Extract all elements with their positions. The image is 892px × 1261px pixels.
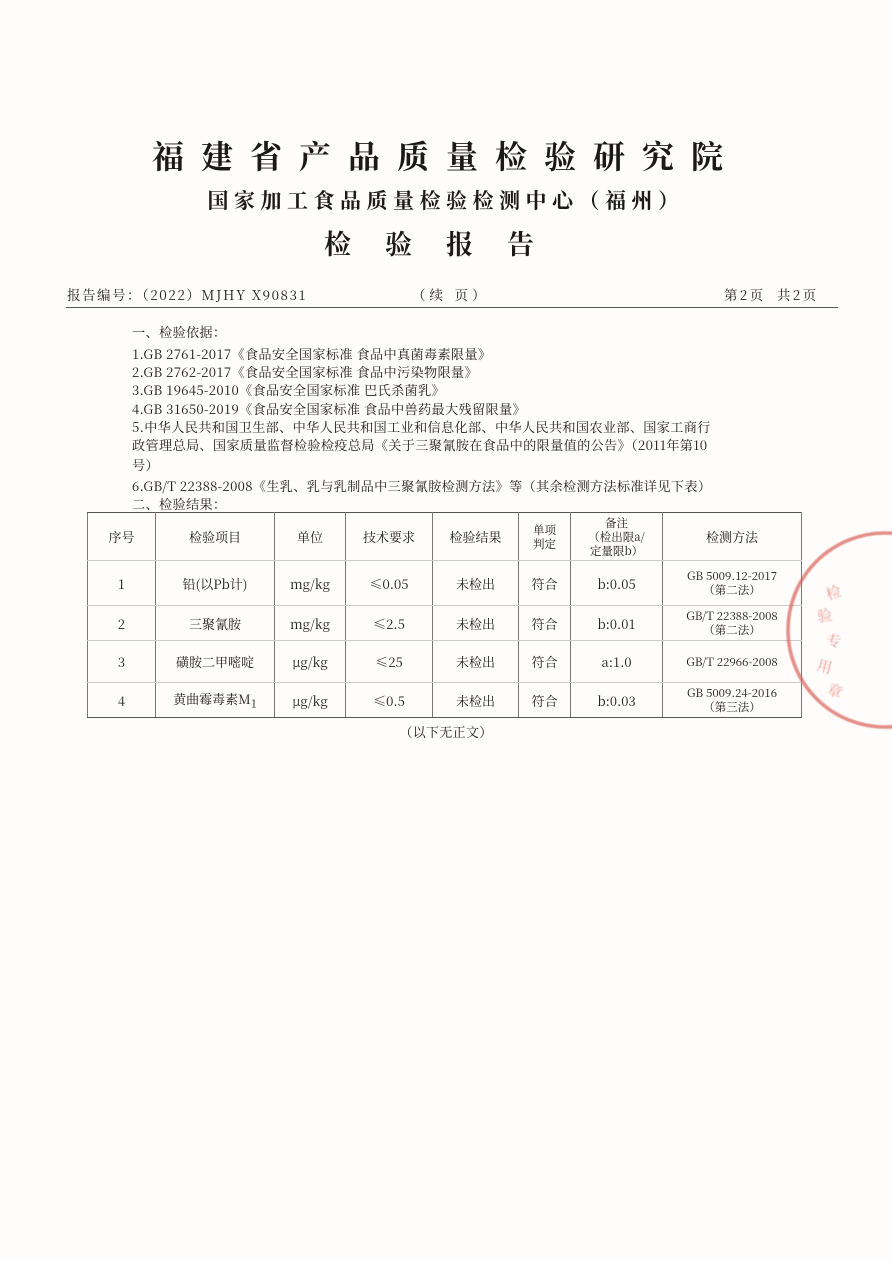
svg-text:章: 章: [824, 678, 846, 703]
svg-text:专: 专: [826, 630, 842, 652]
svg-text:验: 验: [816, 604, 834, 627]
svg-text:检: 检: [823, 580, 844, 605]
svg-text:用: 用: [815, 654, 835, 678]
